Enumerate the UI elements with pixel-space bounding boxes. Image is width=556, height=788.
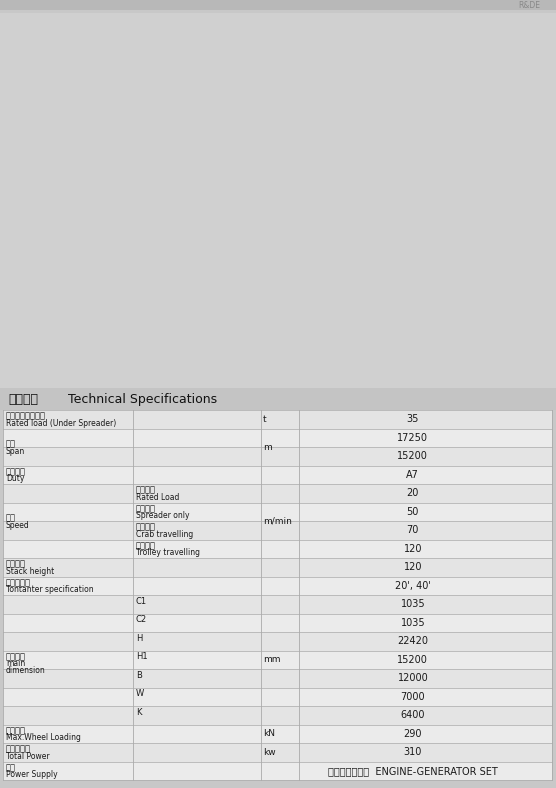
Text: Spreader only: Spreader only (136, 511, 190, 520)
Text: 变油机发电机组  ENGINE-GENERATOR SET: 变油机发电机组 ENGINE-GENERATOR SET (328, 766, 498, 775)
Text: K: K (136, 708, 141, 717)
Text: 主要尺寸: 主要尺寸 (6, 652, 26, 661)
Text: 120: 120 (404, 563, 422, 572)
Text: 7000: 7000 (400, 692, 425, 702)
Text: Tontanter specification: Tontanter specification (6, 585, 93, 594)
Text: 跨度: 跨度 (6, 440, 16, 448)
Text: 大车运行: 大车运行 (136, 541, 156, 550)
Text: mm: mm (263, 656, 280, 664)
Text: 电源: 电源 (6, 764, 16, 772)
Bar (3, 540, 552, 558)
Bar (3, 521, 552, 540)
Bar (3, 410, 552, 429)
Text: Span: Span (6, 447, 25, 455)
Text: 120: 120 (404, 544, 422, 554)
Text: 290: 290 (404, 729, 422, 739)
Text: Crab travelling: Crab travelling (136, 530, 193, 539)
Bar (3, 632, 552, 651)
Text: R&DE: R&DE (518, 1, 540, 9)
Text: H: H (136, 634, 142, 643)
Text: 速度: 速度 (6, 514, 16, 522)
Text: C2: C2 (136, 615, 147, 624)
Text: 20: 20 (406, 489, 419, 498)
Text: H1: H1 (136, 652, 148, 661)
Text: 12000: 12000 (398, 673, 428, 683)
Bar (3, 724, 552, 743)
Text: 15200: 15200 (398, 452, 428, 461)
Text: dimension: dimension (6, 666, 46, 675)
Text: t: t (263, 414, 267, 424)
Bar (3, 614, 552, 632)
Bar (3, 687, 552, 706)
Text: 17250: 17250 (398, 433, 428, 443)
Text: 满载起升: 满载起升 (136, 485, 156, 495)
Text: A7: A7 (406, 470, 419, 480)
Text: 35: 35 (406, 414, 419, 424)
Text: B: B (136, 671, 142, 680)
Text: 15200: 15200 (398, 655, 428, 665)
Bar (3, 761, 552, 780)
Text: m/min: m/min (263, 516, 292, 526)
Text: kw: kw (263, 748, 276, 756)
Text: 70: 70 (406, 526, 419, 535)
Text: 22420: 22420 (398, 636, 428, 646)
Text: 电机总功率: 电机总功率 (6, 745, 31, 754)
Bar (3, 466, 552, 484)
Bar (3, 503, 552, 521)
Text: 集装箱规格: 集装箱规格 (6, 578, 31, 587)
Text: W: W (136, 690, 144, 698)
Bar (3, 651, 552, 669)
Bar (3, 577, 552, 595)
Text: kN: kN (263, 729, 275, 738)
Text: Technical Specifications: Technical Specifications (68, 392, 217, 406)
Text: Power Supply: Power Supply (6, 770, 58, 779)
Text: 起重量（吊具下）: 起重量（吊具下） (6, 412, 46, 421)
Text: 310: 310 (404, 747, 422, 757)
Text: 小车运行: 小车运行 (136, 522, 156, 532)
Bar (0, 13, 556, 388)
Text: main: main (6, 660, 25, 668)
Bar (0, 0, 556, 10)
Text: 20', 40': 20', 40' (395, 581, 431, 591)
Text: 堆叠层数: 堆叠层数 (6, 559, 26, 569)
Text: Rated Load: Rated Load (136, 492, 180, 502)
Bar (3, 429, 552, 447)
Bar (3, 706, 552, 724)
Text: 50: 50 (406, 507, 419, 517)
Text: 6400: 6400 (401, 710, 425, 720)
Bar (3, 669, 552, 687)
Text: Trolley travelling: Trolley travelling (136, 548, 200, 557)
Text: Rated load (Under Spreader): Rated load (Under Spreader) (6, 418, 116, 428)
Text: 技术规格: 技术规格 (8, 392, 38, 406)
Text: 空载起升: 空载起升 (136, 504, 156, 513)
Bar (3, 743, 552, 761)
Text: 1035: 1035 (400, 618, 425, 628)
Bar (3, 447, 552, 466)
Bar (3, 595, 552, 614)
Text: 工作级度: 工作级度 (6, 467, 26, 476)
Text: C1: C1 (136, 597, 147, 606)
Text: Stack height: Stack height (6, 567, 54, 576)
Text: Duty: Duty (6, 474, 24, 483)
Text: Total Power: Total Power (6, 752, 49, 760)
Text: 1035: 1035 (400, 599, 425, 609)
Text: m: m (263, 443, 272, 452)
Bar (0, 388, 556, 410)
Bar (3, 484, 552, 503)
Text: Max.Wheel Loading: Max.Wheel Loading (6, 734, 81, 742)
Text: 最大轮压: 最大轮压 (6, 727, 26, 735)
Text: Speed: Speed (6, 521, 30, 530)
Bar (3, 558, 552, 577)
